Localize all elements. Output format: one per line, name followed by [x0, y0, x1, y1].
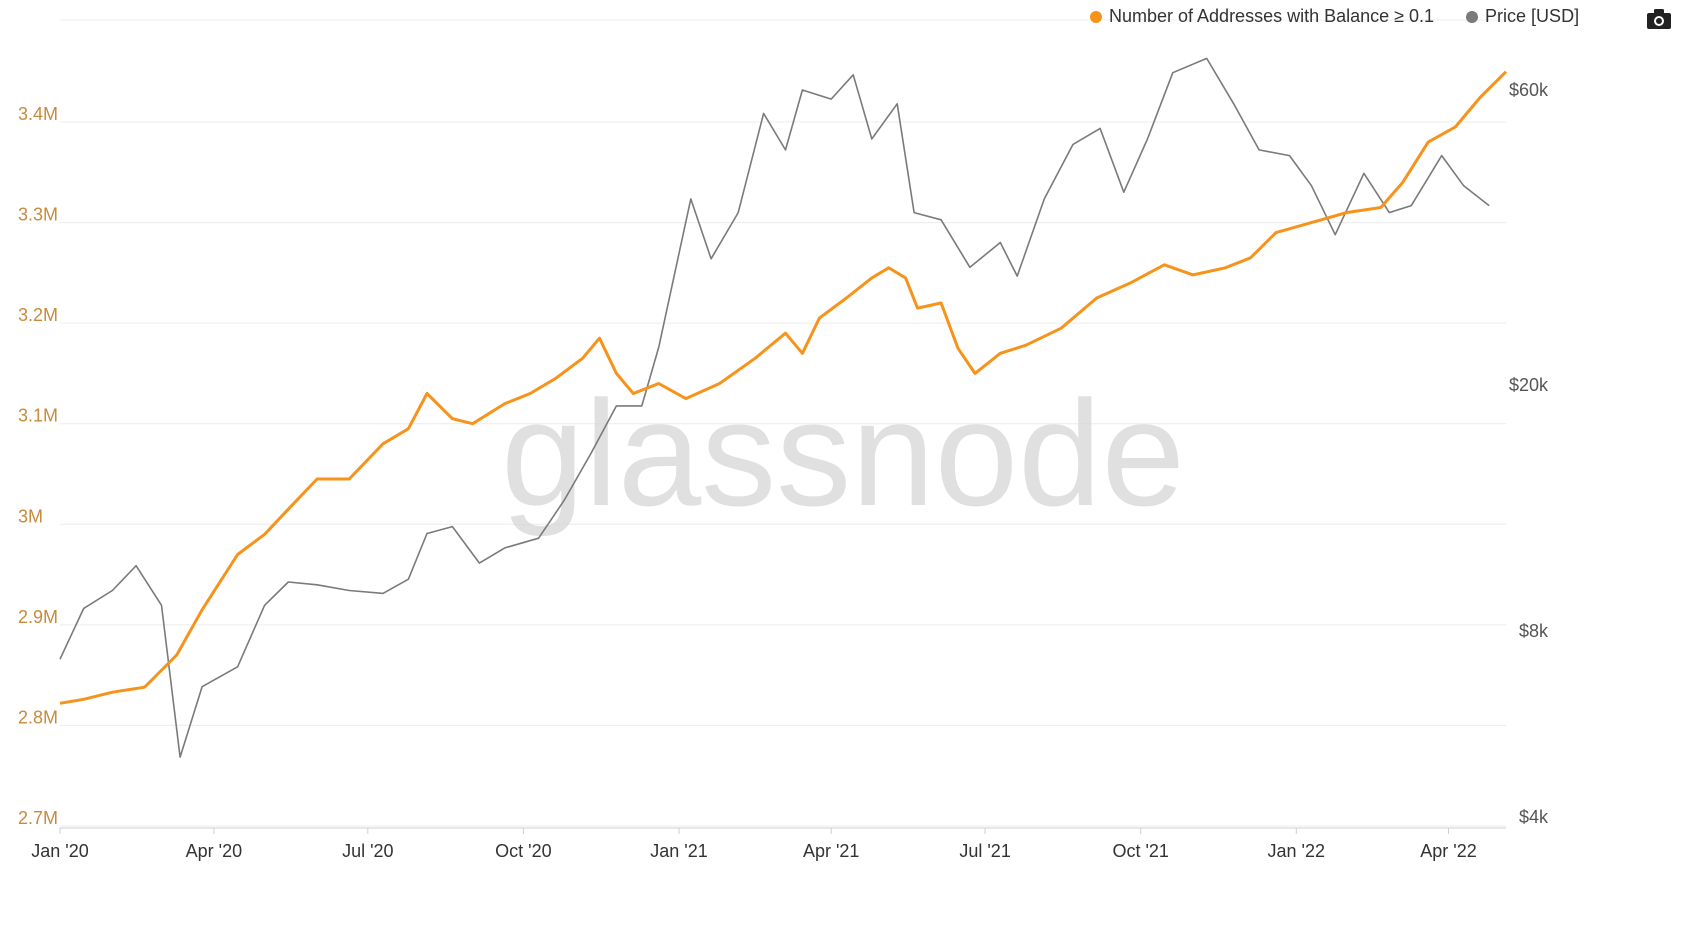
price-dot-icon — [1466, 10, 1479, 23]
x-tick-label: Jan '20 — [31, 841, 88, 861]
legend-label-addresses: Number of Addresses with Balance ≥ 0.1 — [1109, 6, 1435, 26]
camera-icon[interactable] — [1646, 8, 1672, 30]
x-axis-ticks: Jan '20 Apr '20 Jul '20 Oct '20 Jan '21 Apr '… — [31, 827, 1506, 861]
series-lines — [59, 57, 1508, 758]
y-right-tick-label: $20k — [1509, 375, 1549, 395]
y-left-tick-label: 2.9M — [18, 607, 58, 627]
legend-item-addresses[interactable]: Number of Addresses with Balance ≥ 0.1 — [1090, 6, 1434, 27]
legend-item-price[interactable]: Price [USD] — [1466, 6, 1579, 27]
x-tick-label: Jul '21 — [959, 841, 1010, 861]
x-tick-label: Oct '20 — [495, 841, 551, 861]
x-tick-label: Oct '21 — [1112, 841, 1168, 861]
x-tick-label: Apr '20 — [186, 841, 242, 861]
legend: Number of Addresses with Balance ≥ 0.1 P… — [1090, 6, 1611, 27]
x-tick-label: Apr '22 — [1420, 841, 1476, 861]
y-left-tick-label: 3.3M — [18, 205, 58, 225]
series-line-price — [59, 57, 1490, 758]
y-right-tick-label: $4k — [1519, 807, 1549, 827]
right-axis-ticks: $4k $8k $20k $60k — [1509, 80, 1549, 827]
grid-lines — [60, 19, 1506, 827]
x-tick-label: Jan '21 — [650, 841, 707, 861]
y-left-tick-label: 2.7M — [18, 808, 58, 828]
y-left-tick-label: 3.1M — [18, 406, 58, 426]
left-axis-ticks: 2.7M 2.8M 2.9M 3M 3.1M 3.2M 3.3M 3.4M — [18, 104, 58, 828]
watermark: glassnode — [501, 369, 1185, 537]
x-tick-label: Jul '20 — [342, 841, 393, 861]
x-tick-label: Jan '22 — [1268, 841, 1325, 861]
y-left-tick-label: 3.4M — [18, 104, 58, 124]
y-left-tick-label: 2.8M — [18, 707, 58, 727]
y-right-tick-label: $8k — [1519, 621, 1549, 641]
legend-label-price: Price [USD] — [1485, 6, 1580, 26]
x-tick-label: Apr '21 — [803, 841, 859, 861]
addresses-dot-icon — [1090, 10, 1102, 23]
series-line-addresses — [59, 70, 1508, 705]
y-right-tick-label: $60k — [1509, 80, 1549, 100]
y-left-tick-label: 3.2M — [18, 305, 58, 325]
y-left-tick-label: 3M — [18, 506, 43, 526]
